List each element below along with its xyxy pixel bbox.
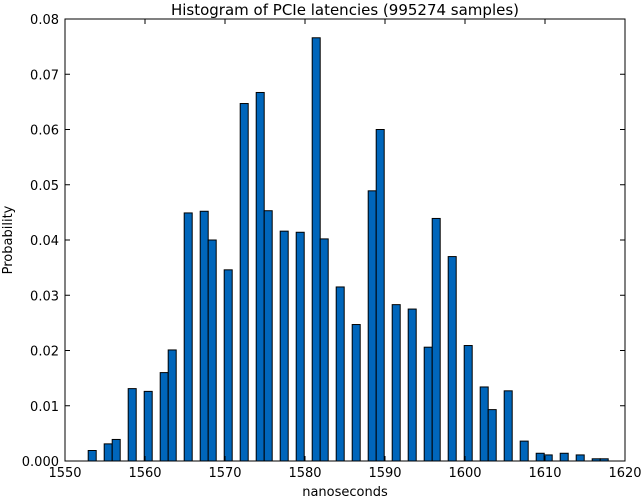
x-tick-label: 1550 [48, 466, 81, 481]
histogram-bar [279, 230, 289, 462]
histogram-bar [375, 129, 385, 462]
histogram-bar [535, 452, 545, 462]
x-tick-label: 1620 [608, 466, 641, 481]
y-tick-label: 0.01 [30, 400, 59, 415]
y-tick-label: 0.000 [22, 455, 59, 470]
histogram-bar [559, 452, 569, 462]
y-tick-label: 0.05 [30, 179, 59, 194]
y-tick-label: 0.06 [30, 124, 59, 139]
histogram-bar [335, 286, 345, 462]
histogram-bar [159, 372, 169, 462]
histogram-bar [423, 346, 433, 462]
histogram-bar [487, 409, 497, 462]
histogram-bar [127, 388, 137, 462]
y-tick-label: 0.07 [30, 68, 59, 83]
histogram-bar [255, 91, 265, 462]
histogram-bar [239, 103, 249, 462]
x-tick-label: 1580 [288, 466, 321, 481]
x-tick-label: 1560 [128, 466, 161, 481]
histogram-bar [463, 345, 473, 462]
x-tick-label: 1570 [208, 466, 241, 481]
histogram-bar [575, 454, 585, 462]
histogram-bar [447, 256, 457, 462]
chart-title: Histogram of PCIe latencies (995274 samp… [171, 1, 519, 19]
x-tick-label: 1610 [528, 466, 561, 481]
histogram-bar [367, 190, 377, 462]
y-axis-label: Probability [1, 205, 16, 274]
histogram-bar [207, 239, 217, 462]
histogram-bar [111, 438, 121, 462]
x-tick-label: 1590 [368, 466, 401, 481]
histogram-bar [319, 238, 329, 462]
histogram-bar [223, 269, 233, 462]
histogram-bar [519, 440, 529, 462]
ticks-group: 1550 1560 1570 1580 1590 1600 1610 1620 0.000 0.0… [22, 13, 642, 481]
histogram-bar [199, 210, 209, 462]
histogram-bar [479, 386, 489, 462]
histogram-bar [311, 37, 321, 462]
bars-group [87, 37, 609, 462]
histogram-bar [431, 217, 441, 462]
histogram-bar [351, 324, 361, 462]
histogram-bar [503, 390, 513, 462]
histogram-bar [167, 349, 177, 462]
y-tick-label: 0.08 [30, 13, 59, 28]
x-axis-label: nanoseconds [302, 485, 388, 499]
histogram-bar [391, 304, 401, 462]
histogram-bar [103, 443, 113, 462]
histogram-bar [143, 390, 153, 462]
y-tick-label: 0.04 [30, 234, 59, 249]
histogram-bar [407, 308, 417, 462]
histogram-bar [295, 231, 305, 462]
histogram-bar [87, 450, 97, 462]
histogram-bar [263, 210, 273, 462]
histogram-bar [183, 212, 193, 462]
y-tick-label: 0.03 [30, 289, 59, 304]
plot-frame [64, 18, 626, 462]
x-tick-label: 1600 [448, 466, 481, 481]
y-tick-label: 0.02 [30, 345, 59, 360]
